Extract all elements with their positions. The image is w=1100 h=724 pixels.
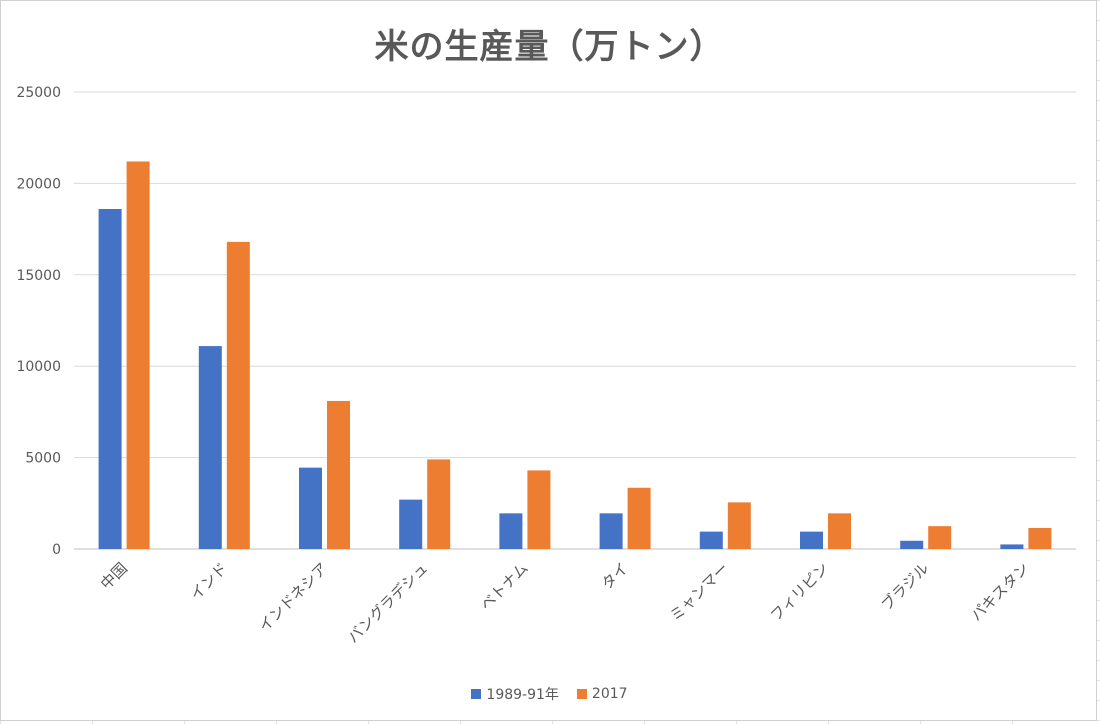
legend-label-series-2: 2017	[591, 686, 628, 702]
legend: 1989-91年 2017	[1, 684, 1098, 704]
legend-label-series-1: 1989-91年	[486, 687, 559, 703]
legend-swatch-series-1	[471, 689, 482, 699]
bar-series-2	[727, 502, 751, 549]
x-category-label: バングラデシュ	[344, 559, 432, 647]
legend-item-series-2: 2017	[576, 684, 628, 704]
x-category-label: インドネシア	[255, 559, 331, 635]
plot-area: 0 5000 10000 15000 20000 25000 中国 インド インドネシア バングラ…	[16, 85, 1076, 647]
bar-series-2	[126, 161, 150, 550]
bar-series-1	[800, 531, 823, 549]
y-tick-label: 0	[52, 542, 61, 558]
x-category-label: タイ	[598, 559, 632, 593]
y-tick-label: 25000	[16, 85, 61, 101]
bar-series-1	[299, 467, 322, 549]
x-category-label: パキスタン	[967, 559, 1032, 624]
y-tick-label: 5000	[25, 451, 61, 467]
bar-series-2	[1028, 527, 1052, 549]
bar-series-2	[928, 526, 952, 549]
y-tick-label: 15000	[16, 268, 61, 284]
legend-swatch-series-2	[576, 689, 587, 699]
x-category-label: フィリピン	[767, 559, 833, 625]
legend-item-series-1: 1989-91年	[471, 684, 559, 704]
bar-series-2	[427, 459, 451, 549]
bar-series-2	[627, 487, 651, 549]
x-category-label: インド	[187, 559, 232, 604]
x-category-label: 中国	[97, 559, 131, 593]
bar-series-1	[98, 208, 122, 549]
bar-series-1	[399, 499, 423, 549]
y-tick-label: 20000	[16, 176, 61, 192]
x-category-label: ベトナム	[477, 559, 532, 614]
x-category-label: ミャンマー	[666, 559, 732, 625]
bar-series-1	[699, 531, 723, 549]
x-category-label: ブラジル	[878, 559, 933, 614]
bar-series-1	[900, 540, 924, 549]
bar-series-2	[327, 400, 350, 549]
bar-series-1	[499, 513, 523, 549]
chart-title: 米の生産量（万トン）	[374, 27, 725, 67]
y-tick-label: 10000	[16, 359, 61, 375]
bar-series-2	[226, 241, 250, 549]
bar-series-1	[198, 346, 222, 549]
bar-series-1	[599, 513, 623, 549]
bar-series-2	[527, 470, 551, 549]
bar-series-1	[1000, 544, 1024, 549]
bar-series-2	[828, 513, 851, 549]
